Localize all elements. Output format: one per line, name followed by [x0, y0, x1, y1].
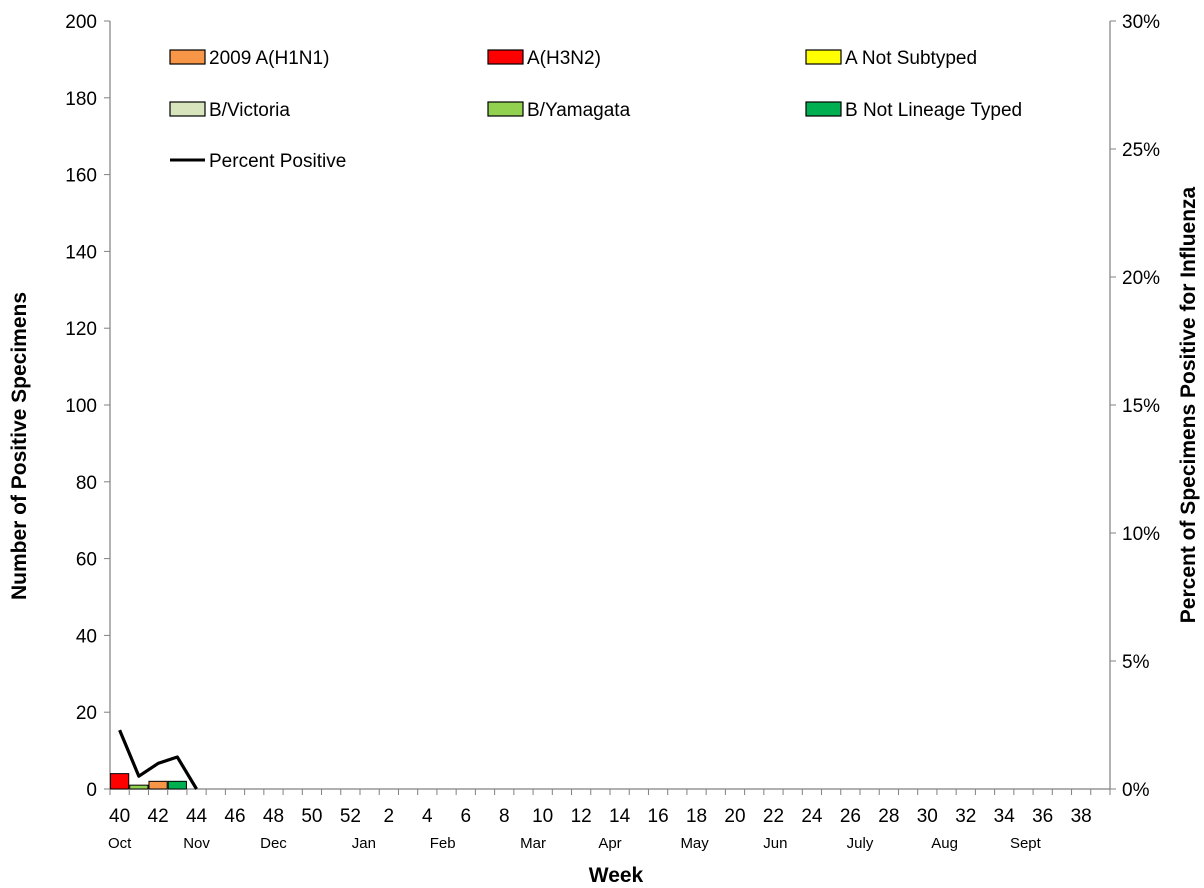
y-tick-label: 180	[65, 89, 97, 110]
y-tick-label: 0	[86, 780, 97, 801]
bar-segment	[129, 784, 149, 790]
bar-segment	[110, 773, 130, 790]
month-label: Mar	[520, 835, 546, 852]
month-label: May	[680, 835, 709, 852]
y2-axis-title: Percent of Specimens Positive for Influe…	[1177, 186, 1200, 623]
y2-tick-label: 15%	[1122, 396, 1160, 417]
x-axis-ticks: 40 42 44 46 48 50 52 2 4 6 8 10 12 14 16 18 20 22 24 26 28 30…	[109, 789, 1111, 827]
y-tick-label: 20	[76, 703, 97, 724]
legend-label: 2009 A(H1N1)	[209, 48, 329, 69]
x-tick-label: 4	[422, 806, 433, 827]
percent-positive-layer	[118, 729, 198, 790]
x-tick-label: 28	[878, 806, 899, 827]
legend-swatch	[169, 101, 206, 117]
month-label: July	[847, 835, 874, 852]
x-tick-label: 50	[301, 806, 322, 827]
x-tick-label: 12	[571, 806, 592, 827]
y2-tick-label: 30%	[1122, 12, 1160, 33]
y2-tick-label: 5%	[1122, 652, 1150, 673]
month-label: Nov	[183, 835, 210, 852]
x-tick-label: 42	[148, 806, 169, 827]
y-tick-label: 40	[76, 626, 97, 647]
legend-label: A(H3N2)	[527, 48, 601, 69]
x-tick-label: 46	[224, 806, 245, 827]
legend: 2009 A(H1N1) A(H3N2) A Not Subtyped B/Victo…	[169, 48, 1022, 172]
y-axis-title: Number of Positive Specimens	[8, 292, 31, 600]
bars	[110, 773, 187, 790]
bar-segment	[148, 780, 168, 790]
x-tick-label: 22	[763, 806, 784, 827]
right-axis-ticks: 0% 5% 10% 15% 20% 25% 30%	[1110, 12, 1160, 801]
bar-segment	[167, 780, 187, 790]
month-label: Oct	[108, 835, 132, 852]
y-tick-label: 200	[65, 12, 97, 33]
month-label: Apr	[598, 835, 621, 852]
x-tick-label: 2	[384, 806, 395, 827]
x-tick-label: 36	[1032, 806, 1053, 827]
x-tick-label: 32	[955, 806, 976, 827]
legend-swatch	[487, 49, 524, 65]
legend-label: B Not Lineage Typed	[845, 100, 1022, 121]
left-axis-ticks: 0 20 40 60 80 100 120 140 160 180 200	[65, 12, 110, 801]
x-tick-label: 18	[686, 806, 707, 827]
x-tick-label: 6	[460, 806, 471, 827]
legend-swatch	[487, 101, 524, 117]
x-tick-label: 10	[532, 806, 553, 827]
x-tick-label: 38	[1071, 806, 1092, 827]
legend-label: A Not Subtyped	[845, 48, 977, 69]
legend-label: Percent Positive	[209, 151, 346, 172]
x-tick-label: 26	[840, 806, 861, 827]
x-tick-label: 44	[186, 806, 208, 827]
month-label: Jan	[352, 835, 376, 852]
y-tick-label: 100	[65, 396, 97, 417]
x-tick-label: 16	[648, 806, 669, 827]
month-label: Dec	[260, 835, 287, 852]
legend-swatch	[169, 49, 206, 65]
legend-label: B/Victoria	[209, 100, 290, 121]
x-tick-label: 34	[994, 806, 1016, 827]
y2-tick-label: 20%	[1122, 268, 1160, 289]
x-tick-label: 14	[609, 806, 631, 827]
y-tick-label: 120	[65, 319, 97, 340]
percent-positive-line	[118, 729, 198, 790]
legend-swatch	[805, 101, 842, 117]
y2-tick-label: 25%	[1122, 140, 1160, 161]
x-tick-label: 24	[801, 806, 823, 827]
x-tick-label: 20	[724, 806, 745, 827]
month-label: Sept	[1010, 835, 1042, 852]
y2-tick-label: 0%	[1122, 780, 1150, 801]
month-label: Feb	[430, 835, 456, 852]
y-tick-label: 160	[65, 166, 97, 187]
x-tick-label: 52	[340, 806, 361, 827]
axes	[109, 21, 1111, 790]
y2-tick-label: 10%	[1122, 524, 1160, 545]
x-axis-title: Week	[589, 864, 644, 887]
y-tick-label: 140	[65, 242, 97, 263]
y-tick-label: 60	[76, 550, 97, 571]
x-tick-label: 8	[499, 806, 510, 827]
y-tick-label: 80	[76, 473, 97, 494]
x-tick-label: 40	[109, 806, 130, 827]
month-label: Jun	[763, 835, 787, 852]
x-tick-label: 48	[263, 806, 284, 827]
x-tick-label: 30	[917, 806, 938, 827]
legend-swatch	[805, 49, 842, 65]
month-labels: Oct Nov Dec Jan Feb Mar Apr May Jun July Aug Sept	[108, 835, 1042, 852]
month-label: Aug	[931, 835, 958, 852]
legend-label: B/Yamagata	[527, 100, 631, 121]
